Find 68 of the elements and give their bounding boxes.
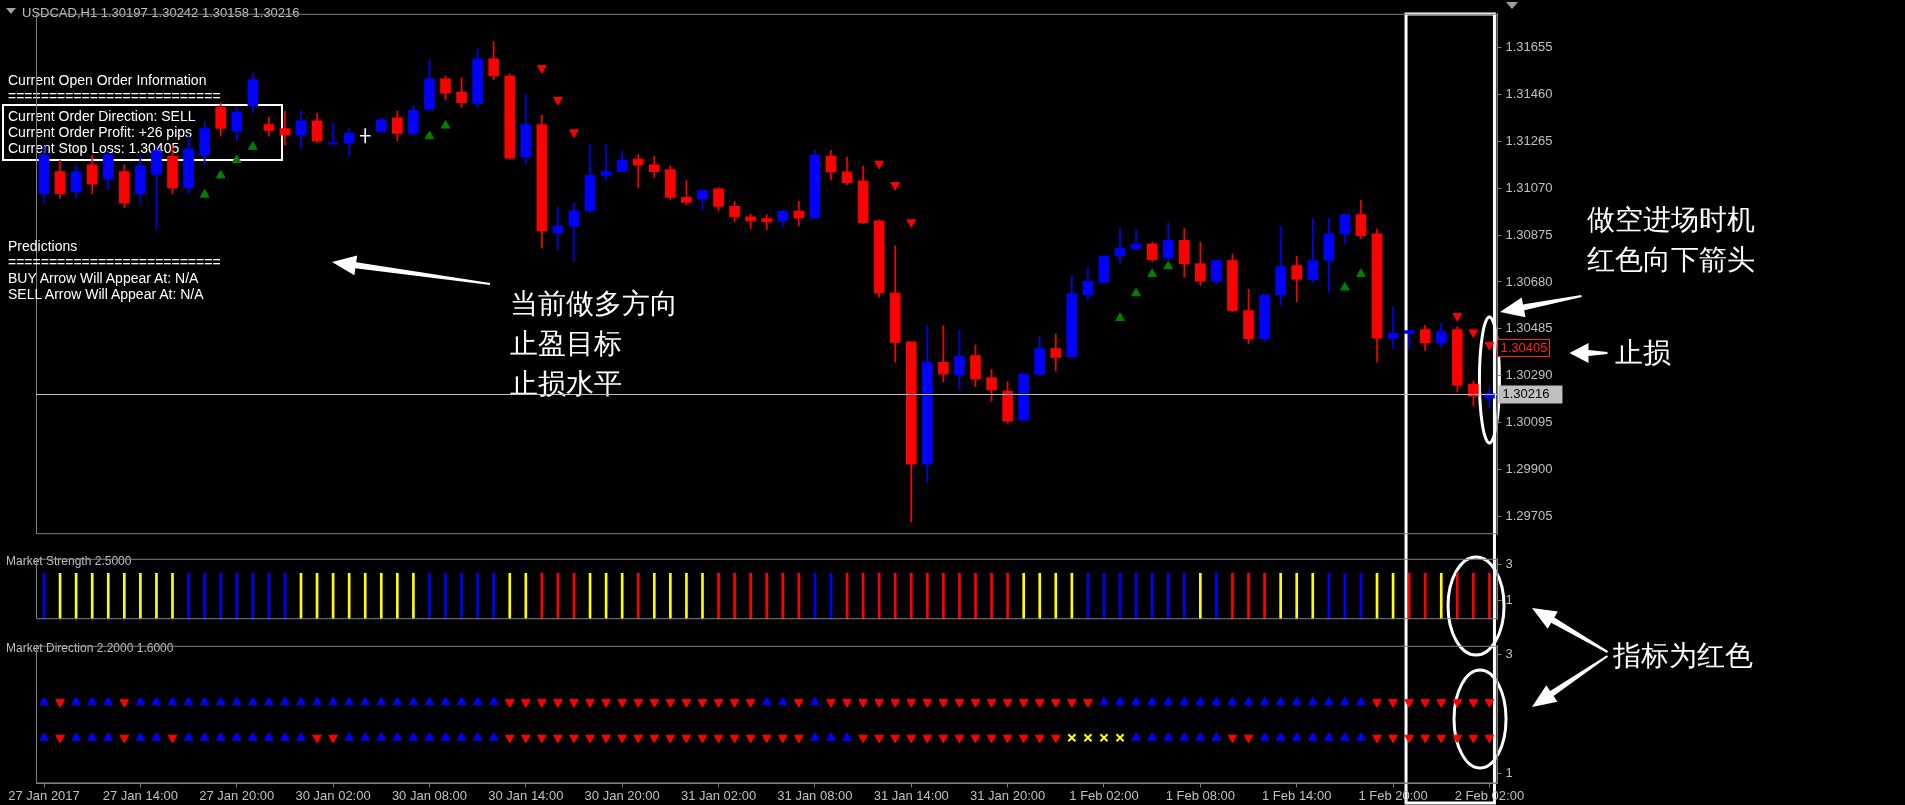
point — [874, 160, 884, 170]
ref-line-label: 1.30216 — [1502, 386, 1550, 402]
text: 做空进场时机 — [1587, 202, 1756, 238]
annotation: Predictions — [8, 238, 78, 254]
annotation: SELL Arrow Will Appear At: N/A — [8, 286, 204, 302]
x-tick-label: 31 Jan 02:00 — [680, 787, 757, 803]
y-tick-label: 1.30290 — [1505, 367, 1553, 383]
y-tick-label: 1.30095 — [1505, 414, 1553, 430]
y-tick-label: 1.31070 — [1505, 179, 1553, 195]
annotation: 当前做多方向 — [510, 286, 679, 322]
y-tick-label: 3 — [1505, 555, 1513, 571]
point — [1163, 260, 1174, 270]
y-tick-label: 1.29900 — [1505, 461, 1553, 477]
y-tick-label: 1.31460 — [1505, 85, 1553, 101]
x-tick-label: 30 Jan 08:00 — [391, 787, 468, 803]
x-tick-label: 27 Jan 14:00 — [102, 787, 178, 803]
x-tick-label: 1 Feb 14:00 — [1262, 787, 1332, 803]
x-tick-label: 1 Feb 02:00 — [1069, 787, 1139, 803]
text: 指标为红色 — [1613, 638, 1754, 674]
y-tick-label: 1 — [1505, 592, 1513, 608]
annotation: Current Stop Loss: 1.30405 — [8, 140, 180, 156]
y-tick-label: 1.30875 — [1505, 226, 1553, 242]
candlestick — [761, 214, 773, 231]
point — [569, 129, 579, 138]
annotation: 止盈目标 — [510, 326, 623, 362]
annotation: BUY Arrow Will Appear At: N/A — [8, 270, 199, 286]
x-tick-label: 27 Jan 20:00 — [199, 787, 275, 803]
point — [537, 65, 547, 74]
y-tick-label: 1.30680 — [1505, 273, 1553, 289]
x-tick-label: 31 Jan 14:00 — [873, 787, 949, 803]
x-tick-label: 30 Jan 14:00 — [488, 787, 564, 803]
y-tick-label: 1.29705 — [1505, 507, 1553, 523]
x-tick-label: 1 Feb 08:00 — [1165, 787, 1236, 803]
x-tick-label: 27 Jan 2017 — [8, 787, 80, 803]
y-tick-label: 1 — [1505, 764, 1513, 780]
annotation: 1.30405 — [1497, 339, 1551, 358]
y-tick-label: 1.31655 — [1505, 39, 1553, 55]
point — [1131, 287, 1141, 297]
point — [1356, 268, 1366, 277]
candlestick — [359, 128, 371, 144]
annotation: Current Open Order Information — [8, 72, 207, 88]
y-tick-label: 1.30485 — [1505, 320, 1553, 336]
y-tick-label: 3 — [1505, 646, 1513, 662]
point — [199, 189, 210, 198]
point — [247, 141, 258, 150]
text: 止损 — [1615, 335, 1672, 371]
text: 红色向下箭头 — [1587, 242, 1756, 278]
candlestick — [648, 155, 660, 178]
point — [1340, 281, 1350, 291]
x-tick-label: 31 Jan 20:00 — [970, 787, 1046, 803]
point — [553, 96, 563, 106]
x-tick-label: 30 Jan 02:00 — [295, 787, 371, 803]
x-tick-label: 30 Jan 20:00 — [584, 787, 660, 803]
y-tick-label: 1.31265 — [1505, 132, 1553, 148]
point — [1115, 312, 1125, 322]
point — [440, 120, 451, 129]
x-tick-label: 31 Jan 08:00 — [777, 787, 853, 803]
chart-title: Market Strength 2.5000 — [6, 553, 132, 569]
annotation: ========================== — [8, 88, 221, 104]
point — [1147, 268, 1157, 277]
annotation: Current Order Direction: SELL — [8, 108, 196, 124]
chart-title: Market Direction 2.2000 1.6000 — [6, 640, 174, 656]
point — [215, 169, 226, 179]
chart-title: USDCAD,H1 1.30197 1.30242 1.30158 1.30216 — [22, 5, 300, 21]
annotation: Current Order Profit: +26 pips — [8, 124, 193, 140]
annotation: ========================== — [8, 254, 221, 270]
point — [231, 154, 242, 164]
point — [424, 130, 435, 140]
